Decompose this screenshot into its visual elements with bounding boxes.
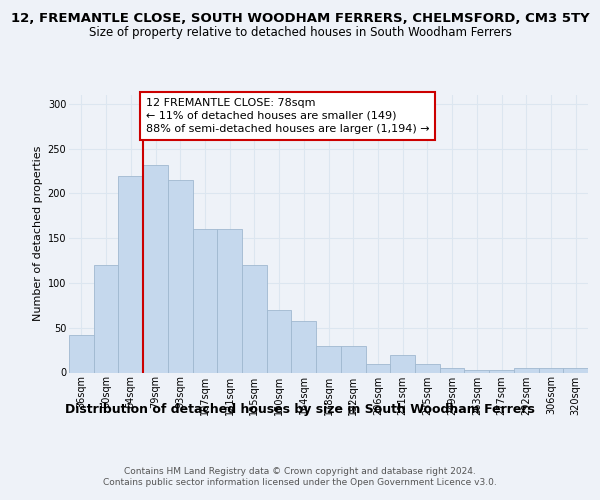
Text: Size of property relative to detached houses in South Woodham Ferrers: Size of property relative to detached ho… [89,26,511,39]
Bar [316,346,341,372]
Bar [143,165,168,372]
Bar [415,364,440,372]
Bar [267,310,292,372]
Bar [94,265,118,372]
Bar [514,368,539,372]
Bar [69,335,94,372]
Bar [563,368,588,372]
Bar [365,364,390,372]
Bar [539,368,563,372]
Bar [489,370,514,372]
Y-axis label: Number of detached properties: Number of detached properties [34,146,43,322]
Bar [440,368,464,372]
Text: Contains HM Land Registry data © Crown copyright and database right 2024.
Contai: Contains HM Land Registry data © Crown c… [103,468,497,487]
Bar [193,230,217,372]
Bar [168,180,193,372]
Bar [390,354,415,372]
Bar [292,322,316,372]
Bar [217,230,242,372]
Bar [464,370,489,372]
Bar [341,346,365,372]
Text: 12 FREMANTLE CLOSE: 78sqm
← 11% of detached houses are smaller (149)
88% of semi: 12 FREMANTLE CLOSE: 78sqm ← 11% of detac… [146,98,429,134]
Text: 12, FREMANTLE CLOSE, SOUTH WOODHAM FERRERS, CHELMSFORD, CM3 5TY: 12, FREMANTLE CLOSE, SOUTH WOODHAM FERRE… [11,12,589,26]
Bar [118,176,143,372]
Text: Distribution of detached houses by size in South Woodham Ferrers: Distribution of detached houses by size … [65,402,535,415]
Bar [242,265,267,372]
